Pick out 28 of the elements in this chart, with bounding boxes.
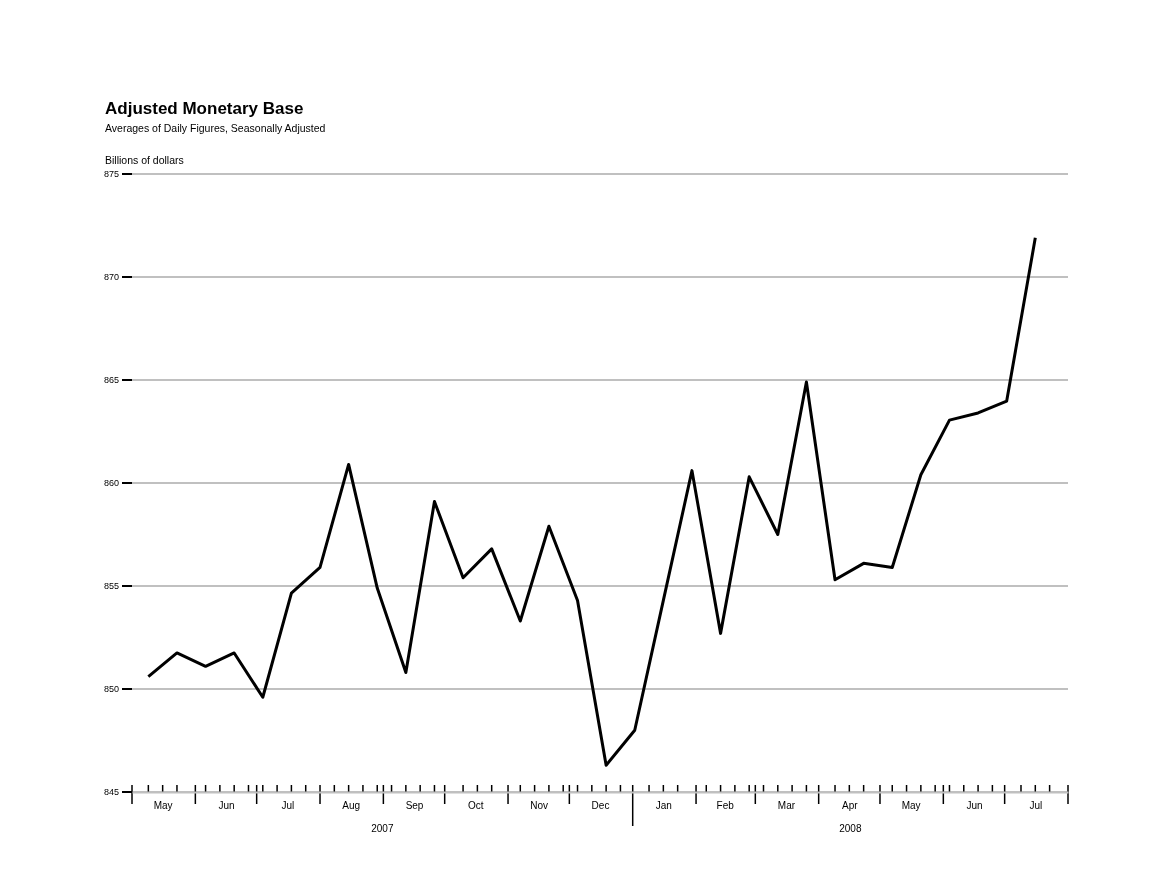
x-tick-label: Jul <box>1029 800 1043 812</box>
x-tick-label: Mar <box>777 800 796 812</box>
x-tick-label: May <box>153 800 173 812</box>
y-tick-label: 850 <box>103 684 119 695</box>
y-axis-title: Billions of dollars <box>105 154 184 166</box>
line-series <box>146 236 1037 767</box>
x-tick-label: Dec <box>591 800 610 812</box>
x-tick-label: Feb <box>716 800 735 812</box>
x-tick-label: Jan <box>655 800 672 812</box>
x-tick-label: Jun <box>218 800 235 812</box>
x-tick-label: Apr <box>842 800 859 812</box>
y-tick-label: 875 <box>103 169 119 180</box>
x-tick-label: Jun <box>966 800 983 812</box>
y-tick-label: 860 <box>103 478 119 489</box>
y-tick-label: 870 <box>103 272 119 283</box>
x-tick-label: Jul <box>281 800 295 812</box>
x-tick-label: Sep <box>405 800 424 812</box>
x-tick-label: May <box>901 800 921 812</box>
x-tick-label: Oct <box>468 800 484 812</box>
y-tick-label: 845 <box>103 787 119 798</box>
chart-title: Adjusted Monetary Base <box>105 99 304 118</box>
x-tick-label: Nov <box>530 800 549 812</box>
chart-subtitle: Averages of Daily Figures, Seasonally Adjusted <box>105 122 326 134</box>
text: 2008 <box>839 823 862 834</box>
x-tick-label: Aug <box>342 800 361 812</box>
y-tick-label: 855 <box>103 581 119 592</box>
text: 2007 <box>371 823 394 834</box>
y-tick-label: 865 <box>103 375 119 386</box>
